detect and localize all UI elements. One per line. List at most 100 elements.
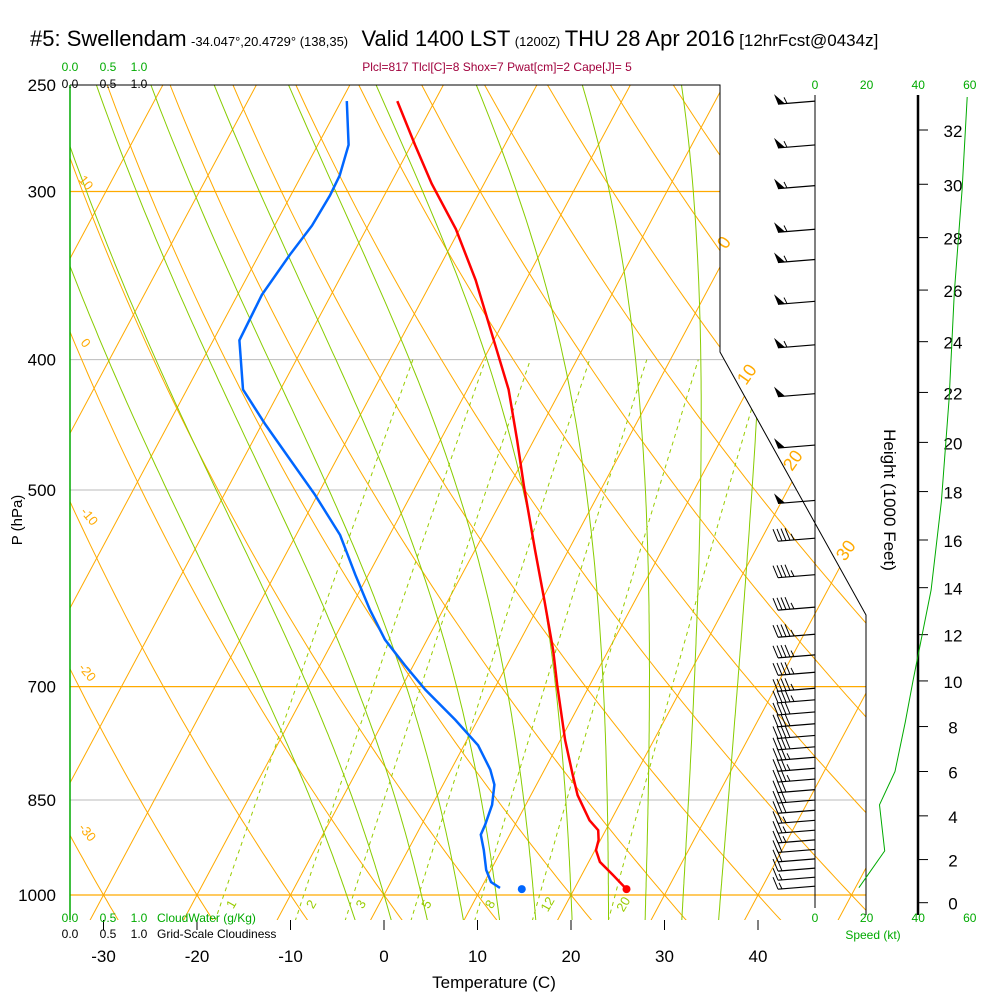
wind-barb bbox=[774, 386, 816, 398]
speed-tick-top: 60 bbox=[963, 78, 977, 92]
wind-barb-tick bbox=[780, 564, 787, 578]
speed-tick-bottom: 60 bbox=[963, 911, 977, 925]
wind-barb-staff bbox=[777, 633, 816, 638]
temperature-tick-label: -10 bbox=[278, 947, 303, 966]
wind-barb-tick bbox=[772, 748, 779, 761]
wind-barb-staff bbox=[777, 848, 816, 854]
wind-barb-tick bbox=[776, 849, 783, 862]
wind-barb-staff bbox=[777, 185, 816, 190]
wind-barb-tick bbox=[780, 713, 787, 727]
isotherm-line bbox=[178, 85, 644, 920]
wind-barb-tick bbox=[784, 736, 791, 750]
wind-barb-tick bbox=[780, 528, 787, 541]
mixing-ratio-line bbox=[529, 359, 699, 920]
dry-adiabat-label: 10 bbox=[76, 172, 97, 193]
dry-adiabat-label: -20 bbox=[76, 660, 100, 684]
station-coords: -34.047°,20.4729° (138,35) bbox=[191, 34, 349, 49]
height-tick-label: 32 bbox=[944, 122, 963, 141]
wind-barb-tick bbox=[776, 839, 783, 853]
wind-barb-tick bbox=[780, 758, 787, 771]
wind-barb bbox=[772, 758, 816, 772]
wind-barb-staff bbox=[777, 711, 816, 716]
wind-barb bbox=[772, 689, 816, 704]
wind-barb bbox=[774, 137, 816, 149]
wind-barb-half-tick bbox=[783, 181, 788, 189]
wind-barb-tick bbox=[776, 645, 783, 658]
wind-barb-staff bbox=[777, 778, 816, 783]
wind-barb bbox=[772, 662, 816, 676]
wind-barb-staff bbox=[777, 606, 816, 611]
wind-barb-pennant bbox=[774, 222, 785, 233]
wind-barb-staff bbox=[777, 144, 816, 149]
moist-adiabat-line bbox=[70, 85, 359, 920]
wind-barb-tick bbox=[784, 624, 791, 637]
mixing-ratio-line bbox=[605, 359, 767, 920]
temperature-tick-label: 10 bbox=[468, 947, 487, 966]
isotherm-line bbox=[645, 85, 866, 920]
temperature-axis-label: Temperature (C) bbox=[432, 973, 556, 992]
background-lines bbox=[70, 85, 866, 920]
dry-adiabat-line bbox=[408, 85, 866, 920]
speed-tick-bottom: 40 bbox=[912, 911, 926, 925]
cloudiness-tick-bottom: 0.5 bbox=[100, 927, 117, 941]
wind-barb-half-tick bbox=[782, 836, 787, 843]
wind-barb-half-tick bbox=[783, 297, 788, 304]
mixing-ratio-label: 8 bbox=[482, 897, 499, 911]
wind-barb-half-tick bbox=[782, 826, 787, 833]
wind-barb bbox=[772, 624, 816, 638]
wind-barb-half-tick bbox=[778, 882, 783, 890]
wind-barb-tick bbox=[784, 725, 791, 738]
isotherm-line bbox=[271, 85, 738, 920]
wind-barb-half-tick bbox=[778, 873, 783, 881]
height-tick-label: 2 bbox=[948, 852, 957, 871]
cloud-water-tick-bottom: 0.0 bbox=[62, 911, 79, 925]
wind-barb-tick bbox=[772, 876, 779, 890]
wind-barb bbox=[772, 528, 816, 542]
wind-barb-pennant bbox=[774, 438, 785, 449]
wind-barb-tick bbox=[780, 736, 787, 750]
isotherm-line bbox=[84, 85, 551, 920]
wind-barb-tick bbox=[776, 810, 783, 824]
wind-barb bbox=[774, 178, 816, 190]
wind-barb-staff bbox=[777, 809, 816, 814]
dry-adiabat-label: 0 bbox=[78, 335, 94, 350]
wind-barb-pennant bbox=[774, 386, 785, 397]
wind-barb-tick bbox=[772, 737, 779, 751]
wind-barb bbox=[774, 438, 816, 449]
wind-barb-staff bbox=[777, 876, 816, 881]
isotherm-line bbox=[70, 85, 364, 920]
wind-barb bbox=[772, 725, 816, 740]
wind-barb-tick bbox=[784, 564, 791, 577]
wind-barb-half-tick bbox=[783, 225, 788, 232]
temperature-profile-line bbox=[396, 100, 628, 890]
wind-barb-tick bbox=[776, 678, 783, 692]
dry-adiabat-line bbox=[284, 85, 866, 920]
height-tick-label: 20 bbox=[944, 434, 963, 453]
wind-barb-tick bbox=[780, 662, 787, 675]
wind-barb bbox=[774, 252, 816, 264]
wind-barb bbox=[772, 876, 816, 890]
pressure-tick-label: 700 bbox=[28, 678, 56, 697]
wind-barb-half-tick bbox=[790, 533, 795, 541]
forecast-info: [12hrFcst@0434z] bbox=[739, 31, 879, 50]
wind-barb-tick bbox=[776, 624, 783, 638]
wind-barb-tick bbox=[776, 725, 783, 739]
wind-barb bbox=[772, 858, 816, 872]
wind-barb-tick bbox=[772, 690, 779, 703]
height-tick-label: 30 bbox=[944, 176, 963, 195]
wind-barb-tick bbox=[784, 596, 791, 610]
pressure-tick-label: 1000 bbox=[18, 886, 56, 905]
mixing-ratio-label: 2 bbox=[303, 897, 320, 911]
wind-barb-staff bbox=[777, 393, 816, 398]
wind-barb-staff bbox=[777, 756, 816, 761]
speed-tick-top: 0 bbox=[812, 78, 819, 92]
cloudiness-tick-top: 0.5 bbox=[100, 77, 117, 91]
wind-barb bbox=[772, 564, 816, 579]
cloud-water-label: CloudWater (g/Kg) bbox=[157, 911, 256, 925]
wind-barb-tick bbox=[772, 714, 779, 727]
wind-barb-pennant bbox=[774, 493, 785, 504]
wind-barb-staff bbox=[777, 258, 816, 264]
isotherm-label: 0 bbox=[713, 233, 735, 253]
